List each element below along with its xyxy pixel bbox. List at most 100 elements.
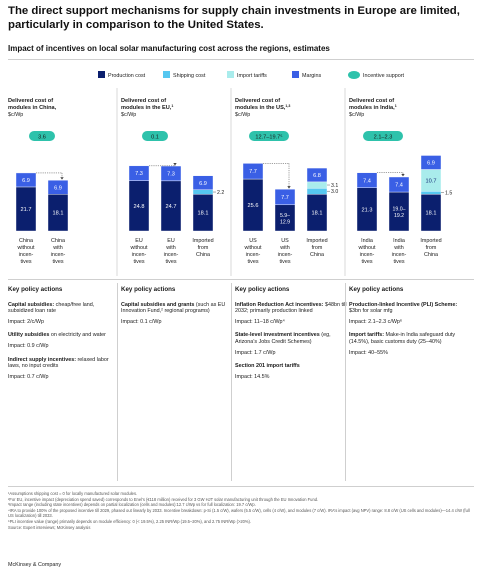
legend-swatch bbox=[163, 71, 170, 78]
panel-heading-footnote: 1,3 bbox=[285, 104, 290, 108]
bar-segment-label: 7.4 bbox=[395, 183, 403, 189]
bar-category-label: China bbox=[310, 252, 324, 258]
policy-name: Import tariffs: bbox=[349, 332, 385, 339]
bar-segment-margins bbox=[15, 172, 37, 188]
panel-heading: Delivered cost of bbox=[121, 98, 166, 104]
panel-heading-footnote: 1 bbox=[395, 104, 397, 108]
bar-segment-label: 6.9 bbox=[54, 185, 62, 191]
footnote: ⁴IRA to provide 100% of the proposed inc… bbox=[8, 507, 470, 519]
bar-segment-label: 18.1 bbox=[312, 211, 323, 217]
incentive-value: 12.7–19.7⁵ bbox=[255, 133, 282, 140]
bar-segment-margins bbox=[388, 176, 410, 193]
legend-swatch bbox=[292, 71, 299, 78]
chart-area: Production cost Shipping cost Import tarif… bbox=[8, 71, 452, 276]
divider-top bbox=[8, 59, 474, 60]
incentive-value: 3.6 bbox=[38, 134, 46, 140]
policy-item: Capital subsidies: cheap/free land, subs… bbox=[8, 302, 120, 326]
incentive-pill bbox=[142, 131, 168, 141]
policy-item: Indirect supply incentives: relaxed labo… bbox=[8, 357, 120, 381]
panel-heading: modules in the US,1,3 bbox=[235, 104, 290, 111]
policy-name: Indirect supply incentives: bbox=[8, 356, 76, 363]
footnotes: ¹Assumptions shipping cost = 0 for local… bbox=[8, 491, 474, 530]
bar-segment-label: 3.1 bbox=[331, 183, 338, 189]
bar-category-label: from bbox=[312, 245, 323, 251]
policy-item: Utility subsidies on electricity and wat… bbox=[8, 332, 120, 349]
incentive-value: 2.1–2.3 bbox=[374, 134, 393, 140]
bar-category-label: with bbox=[165, 245, 176, 251]
bar-category-label: from bbox=[198, 245, 209, 251]
bar-category-label: without bbox=[16, 245, 35, 251]
bar-category-label: without bbox=[243, 245, 262, 251]
panel-unit: $c/Wp bbox=[349, 112, 364, 118]
bar-category-label: US bbox=[281, 238, 289, 244]
policy-impact: Impact: 11–18 c/Wp⁴ bbox=[235, 318, 285, 325]
bar-stack: 18.1 6.9 bbox=[47, 180, 69, 232]
policy-impact: Impact: 40–55% bbox=[349, 349, 388, 356]
bar-category-label: from bbox=[426, 245, 437, 251]
bar-category-label: incen- bbox=[246, 252, 261, 258]
bar-stack: 18.1 3.03.1 6.8 bbox=[306, 167, 338, 232]
footnote: ¹Assumptions shipping cost = 0 for local… bbox=[8, 491, 138, 496]
bar-segment-label: 18.1 bbox=[198, 211, 209, 217]
policy-name: Utility subsidies bbox=[8, 332, 50, 339]
bar-stack: 21.3 7.4 bbox=[356, 172, 378, 232]
bar-category-label: incen- bbox=[278, 252, 293, 258]
policy-impact: Impact: 2.1–2.3 c/Wp⁶ bbox=[349, 318, 403, 325]
divider-middle bbox=[8, 279, 474, 280]
bar-category-label: tives bbox=[279, 259, 290, 265]
bar-segment-label: 6.8 bbox=[313, 173, 321, 179]
policy-name: Inflation Reduction Act incentives: bbox=[235, 301, 324, 308]
connector-arrow bbox=[287, 186, 291, 189]
incentive-pill bbox=[363, 131, 403, 141]
policy-name: Section 201 import tariffs bbox=[235, 363, 300, 370]
panel-unit: $c/Wp bbox=[8, 112, 23, 118]
bar-segment-label: 25.6 bbox=[248, 203, 259, 209]
policy-impact: Impact: 2/c/Wp bbox=[8, 318, 44, 325]
footnote-source: Source: Expert interviews; McKinsey anal… bbox=[8, 524, 91, 530]
policy-detail: $48bn till 2032; primarily production li… bbox=[235, 301, 347, 315]
bar-segment-label: 24.8 bbox=[134, 204, 145, 210]
bar-segment-margins bbox=[242, 163, 264, 180]
bar-segment-label: 7.7 bbox=[281, 195, 289, 201]
bar-segment-margins bbox=[128, 165, 150, 181]
brand-logo: McKinsey & Company bbox=[8, 562, 62, 568]
bar-category-label: India bbox=[393, 238, 405, 244]
panel-heading-footnote: 1 bbox=[171, 104, 173, 108]
bar-category-label: tives bbox=[20, 259, 31, 265]
bar-segment-label: 19.2 bbox=[394, 213, 404, 219]
footnote: ³Impact range (including state incentive… bbox=[8, 502, 256, 508]
bar-category-label: US bbox=[249, 238, 257, 244]
bar-category-label: tives bbox=[133, 259, 144, 265]
policy-item: Production-linked Incentive (PLI) Scheme… bbox=[349, 302, 461, 326]
bar-segment-label: 7.7 bbox=[249, 169, 257, 175]
bar-category-label: China bbox=[196, 252, 210, 258]
bar-segment-label: 21.3 bbox=[362, 207, 373, 213]
bar-segment-margins bbox=[306, 167, 328, 183]
policy-name: State-level investment incentives bbox=[235, 332, 320, 339]
policy-heading: Key policy actions bbox=[8, 286, 63, 293]
panel-unit: $c/Wp bbox=[121, 112, 136, 118]
bar-segment-shipping bbox=[192, 189, 214, 195]
bar-segment-shipping bbox=[306, 187, 328, 195]
bar-segment-label: 6.9 bbox=[199, 181, 207, 187]
policy-detail: Make-in India safeguard duty (14.5%), ba… bbox=[349, 332, 456, 345]
incentive-pill bbox=[249, 131, 289, 141]
chart-subtitle: Impact of incentives on local solar manu… bbox=[8, 44, 330, 53]
bar-category-label: with bbox=[393, 245, 404, 251]
bar-category-label: incen- bbox=[360, 252, 375, 258]
bar-category-label: EU bbox=[167, 238, 175, 244]
panel-unit: $c/Wp bbox=[235, 112, 250, 118]
bar-category-label: incen- bbox=[51, 252, 66, 258]
policy-detail: (eg, Arizona’s Jobs Credit Schemes) bbox=[235, 332, 331, 345]
panel-heading: Delivered cost of bbox=[8, 98, 53, 104]
policy-impact: Impact: 0.9 c/Wp bbox=[8, 342, 49, 349]
bar-segment-label: 10.7 bbox=[426, 178, 437, 184]
bar-category-label: India bbox=[361, 238, 373, 244]
bar-stack: 25.6 7.7 bbox=[242, 163, 264, 232]
panel-heading: modules in the EU,1 bbox=[121, 104, 173, 111]
policy-detail: on electricity and water bbox=[49, 332, 106, 339]
policy-impact: Impact: 0.7 c/Wp bbox=[8, 373, 49, 380]
